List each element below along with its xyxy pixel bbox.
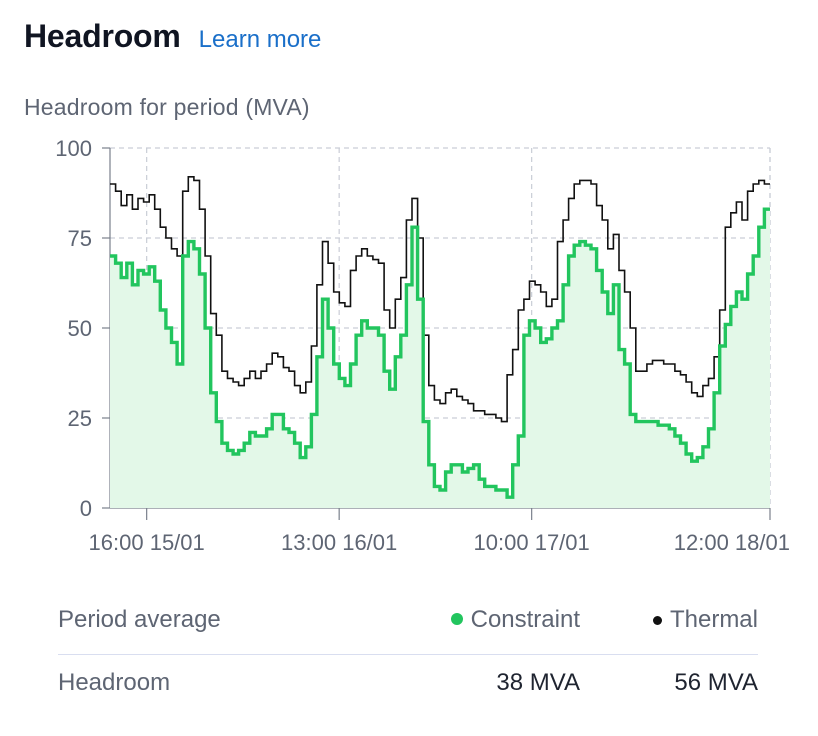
x-tick-label: 10:00 17/01 xyxy=(474,530,590,550)
y-tick-label: 50 xyxy=(68,316,92,341)
constraint-area xyxy=(110,209,770,508)
summary-row-label: Headroom xyxy=(58,669,171,696)
thermal-legend-label: Thermal xyxy=(669,606,758,633)
summary-table: Period average Constraint Thermal Headro… xyxy=(58,596,758,707)
summary-thermal-value: 56 MVA xyxy=(674,669,758,696)
chart-title: Headroom for period (MVA) xyxy=(24,94,310,120)
summary-row-headroom: Headroom 38 MVA 56 MVA xyxy=(58,655,758,707)
x-tick-label: 13:00 16/01 xyxy=(281,530,397,550)
summary-header-row: Period average Constraint Thermal xyxy=(58,596,758,655)
y-tick-label: 75 xyxy=(68,226,92,251)
y-tick-label: 0 xyxy=(80,496,92,521)
summary-header-thermal: Thermal xyxy=(652,606,758,634)
headroom-chart: 0 25 50 75 100 16:00 15/01 13:00 16/01 10:00 17… xyxy=(55,136,790,550)
y-tick-label: 100 xyxy=(55,136,92,161)
constraint-line xyxy=(110,207,770,499)
summary-header-label: Period average xyxy=(58,606,221,633)
thermal-line xyxy=(110,176,770,423)
constraint-dot-icon xyxy=(450,613,463,625)
summary-header-constraint: Constraint xyxy=(450,606,580,634)
y-tick-label: 25 xyxy=(68,406,92,431)
x-tick-label: 12:00 18/01 xyxy=(674,530,790,550)
thermal-dot-icon xyxy=(652,616,662,625)
constraint-legend-label: Constraint xyxy=(470,606,580,633)
page-title: Headroom xyxy=(24,18,181,54)
learn-more-link[interactable]: Learn more xyxy=(198,26,322,53)
x-tick-label: 16:00 15/01 xyxy=(89,530,205,550)
header: Headroom Learn more xyxy=(24,18,321,55)
summary-constraint-value: 38 MVA xyxy=(496,669,580,696)
